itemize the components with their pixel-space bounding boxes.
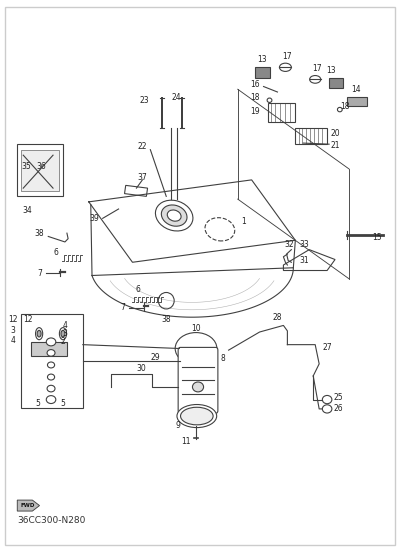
Ellipse shape xyxy=(47,385,55,392)
Text: 25: 25 xyxy=(334,394,343,402)
Text: 9: 9 xyxy=(176,421,180,430)
Text: 3: 3 xyxy=(62,329,67,338)
Text: 27: 27 xyxy=(322,343,332,352)
Text: 33: 33 xyxy=(299,240,309,248)
Text: 28: 28 xyxy=(273,312,282,322)
Text: 15: 15 xyxy=(372,233,382,242)
Text: 5: 5 xyxy=(60,399,65,408)
Ellipse shape xyxy=(310,76,321,83)
Polygon shape xyxy=(284,250,335,270)
Text: 32: 32 xyxy=(284,240,294,248)
FancyBboxPatch shape xyxy=(329,78,343,88)
Text: 19: 19 xyxy=(250,107,260,116)
Text: 10: 10 xyxy=(191,323,201,333)
Ellipse shape xyxy=(46,338,56,346)
Polygon shape xyxy=(295,128,327,144)
Text: 18: 18 xyxy=(340,102,350,112)
FancyBboxPatch shape xyxy=(255,67,270,78)
Ellipse shape xyxy=(48,362,55,368)
Text: 17: 17 xyxy=(312,64,322,73)
Text: 6: 6 xyxy=(54,248,59,257)
Ellipse shape xyxy=(36,328,43,339)
Text: 11: 11 xyxy=(181,437,191,447)
Ellipse shape xyxy=(322,395,332,404)
Text: 22: 22 xyxy=(138,142,147,151)
FancyBboxPatch shape xyxy=(347,97,367,106)
Ellipse shape xyxy=(180,407,213,425)
Text: 26: 26 xyxy=(334,405,343,413)
Ellipse shape xyxy=(338,108,342,112)
Polygon shape xyxy=(17,500,40,511)
Text: 30: 30 xyxy=(136,364,146,373)
Ellipse shape xyxy=(46,396,56,404)
Text: 12: 12 xyxy=(24,315,33,325)
Text: 37: 37 xyxy=(138,173,147,182)
Text: 12: 12 xyxy=(8,315,18,325)
Text: 14: 14 xyxy=(351,85,360,94)
FancyBboxPatch shape xyxy=(17,144,63,197)
Text: 3: 3 xyxy=(11,326,16,336)
Polygon shape xyxy=(21,315,83,408)
Ellipse shape xyxy=(205,217,235,241)
Text: 39: 39 xyxy=(90,214,100,223)
Text: FWD: FWD xyxy=(20,503,35,508)
Text: 21: 21 xyxy=(330,141,340,150)
Ellipse shape xyxy=(175,332,217,364)
Text: 36: 36 xyxy=(36,162,46,171)
Ellipse shape xyxy=(322,405,332,413)
FancyBboxPatch shape xyxy=(178,347,218,413)
Polygon shape xyxy=(268,103,295,122)
Text: 6: 6 xyxy=(136,285,141,294)
FancyBboxPatch shape xyxy=(21,150,59,191)
Text: 13: 13 xyxy=(326,66,336,75)
Ellipse shape xyxy=(156,200,193,231)
FancyBboxPatch shape xyxy=(31,342,67,355)
Text: 18: 18 xyxy=(250,93,260,102)
Text: 4: 4 xyxy=(62,321,67,330)
Ellipse shape xyxy=(48,374,55,380)
Text: 24: 24 xyxy=(171,93,181,102)
Ellipse shape xyxy=(192,382,204,392)
Text: 31: 31 xyxy=(299,256,309,265)
Text: 29: 29 xyxy=(151,353,160,362)
Text: 4: 4 xyxy=(11,336,16,345)
Text: 8: 8 xyxy=(221,354,226,363)
Text: 20: 20 xyxy=(330,129,340,137)
Text: 35: 35 xyxy=(21,162,31,171)
Text: 2: 2 xyxy=(60,337,65,347)
Text: 17: 17 xyxy=(282,52,292,61)
Ellipse shape xyxy=(167,210,181,221)
Text: 5: 5 xyxy=(36,399,40,408)
Ellipse shape xyxy=(280,63,291,71)
Ellipse shape xyxy=(267,98,272,103)
Ellipse shape xyxy=(37,331,41,337)
Ellipse shape xyxy=(61,331,65,337)
Polygon shape xyxy=(124,185,148,197)
Ellipse shape xyxy=(161,205,187,226)
Text: 1: 1 xyxy=(241,216,246,226)
Text: 38: 38 xyxy=(34,229,44,238)
Text: 38: 38 xyxy=(162,315,171,325)
Ellipse shape xyxy=(158,293,174,309)
Text: 7: 7 xyxy=(37,269,42,278)
Ellipse shape xyxy=(59,328,66,339)
Text: 16: 16 xyxy=(250,81,260,89)
Text: 23: 23 xyxy=(140,95,149,105)
Text: 7: 7 xyxy=(120,304,125,312)
Text: 13: 13 xyxy=(257,55,266,63)
Ellipse shape xyxy=(177,405,217,428)
Ellipse shape xyxy=(47,349,55,356)
Text: 34: 34 xyxy=(22,205,32,215)
Text: 36CC300-N280: 36CC300-N280 xyxy=(17,516,86,525)
